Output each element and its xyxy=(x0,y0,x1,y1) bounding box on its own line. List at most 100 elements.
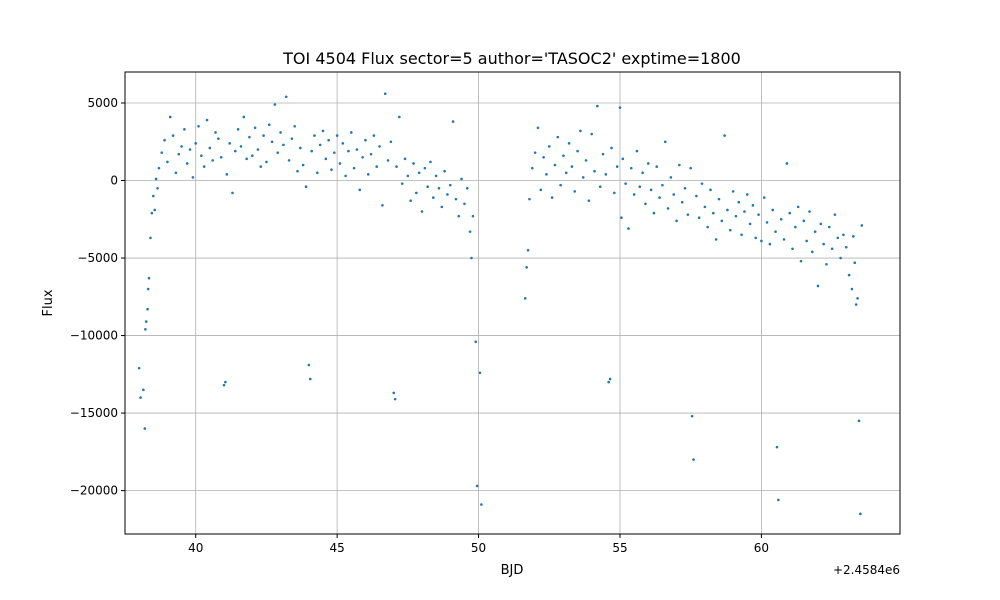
plot-frame xyxy=(124,71,901,535)
data-point xyxy=(638,185,642,189)
data-point xyxy=(655,165,659,168)
data-point xyxy=(318,143,322,147)
data-point xyxy=(338,162,342,165)
data-point xyxy=(550,196,554,199)
data-point xyxy=(463,202,466,206)
data-point xyxy=(183,128,186,131)
data-point xyxy=(443,169,446,173)
data-point xyxy=(144,328,147,331)
data-point xyxy=(751,204,755,207)
x-axis-offset-label: +2.4584e6 xyxy=(833,563,900,577)
data-point xyxy=(757,213,760,216)
data-point xyxy=(191,176,195,179)
data-point xyxy=(202,165,206,168)
data-point xyxy=(712,211,715,215)
data-point xyxy=(349,131,353,134)
data-point xyxy=(293,124,297,128)
x-tick-label: 50 xyxy=(471,541,486,555)
data-point xyxy=(142,388,145,392)
data-point xyxy=(423,166,427,170)
data-point xyxy=(457,214,461,218)
data-point xyxy=(276,151,280,154)
data-point xyxy=(740,233,743,237)
y-tick-label: −5000 xyxy=(77,251,118,265)
data-point xyxy=(762,196,766,199)
data-point xyxy=(214,131,217,134)
data-point xyxy=(584,159,588,162)
data-point xyxy=(225,173,229,176)
data-point xyxy=(844,245,848,249)
data-point xyxy=(185,162,189,165)
data-point xyxy=(454,197,458,201)
data-point xyxy=(805,239,808,243)
data-point xyxy=(434,174,438,178)
data-point xyxy=(590,132,593,136)
data-point xyxy=(347,149,350,153)
data-point xyxy=(250,154,254,158)
data-point xyxy=(253,126,257,130)
data-point xyxy=(147,276,151,280)
data-point xyxy=(745,193,749,196)
data-point xyxy=(604,173,608,176)
data-point xyxy=(151,194,155,198)
data-point xyxy=(547,145,551,148)
data-point xyxy=(808,210,811,213)
data-point xyxy=(601,152,605,156)
data-point xyxy=(474,340,478,344)
data-point xyxy=(301,163,305,167)
data-point xyxy=(290,137,294,140)
data-point xyxy=(672,193,676,196)
data-point xyxy=(157,166,161,170)
data-point xyxy=(695,194,698,198)
data-point xyxy=(369,152,373,156)
data-point xyxy=(355,148,359,151)
data-point xyxy=(470,256,473,260)
data-point xyxy=(282,143,285,147)
data-point xyxy=(228,142,231,145)
data-point xyxy=(137,366,141,370)
data-point xyxy=(825,262,828,266)
data-point xyxy=(539,188,543,192)
data-point xyxy=(299,146,302,150)
data-point xyxy=(652,211,656,215)
y-tick-label: 0 xyxy=(110,174,118,188)
data-point xyxy=(429,160,432,164)
data-point xyxy=(475,484,479,488)
data-point xyxy=(777,498,780,502)
data-point xyxy=(728,228,732,232)
data-point xyxy=(853,261,857,264)
data-point xyxy=(627,227,630,230)
data-point xyxy=(327,138,330,142)
data-point xyxy=(564,171,568,175)
data-point xyxy=(692,458,695,461)
data-point xyxy=(860,224,864,227)
data-point xyxy=(553,163,557,167)
data-point xyxy=(409,199,412,202)
data-point xyxy=(779,217,783,221)
data-point xyxy=(731,190,735,193)
data-point xyxy=(576,149,579,153)
data-point xyxy=(709,188,712,192)
y-tick-label: 5000 xyxy=(87,96,118,110)
data-point xyxy=(279,131,282,134)
data-point xyxy=(386,159,390,162)
data-point xyxy=(352,166,356,170)
data-point xyxy=(596,104,599,108)
data-point xyxy=(163,138,166,142)
data-point xyxy=(850,287,854,291)
data-point xyxy=(400,182,404,185)
data-point xyxy=(775,445,779,449)
data-point xyxy=(573,190,577,193)
data-point xyxy=(200,154,203,158)
data-point xyxy=(304,185,308,189)
y-tick-label: −10000 xyxy=(70,329,118,343)
data-point xyxy=(150,211,154,215)
data-point xyxy=(310,149,313,153)
y-ticks: 5000 0 −5000 −10000 −15000 −20000 xyxy=(70,96,125,498)
data-point xyxy=(308,377,312,381)
data-point xyxy=(364,138,367,142)
data-point xyxy=(393,397,397,401)
data-point xyxy=(460,177,463,181)
data-point xyxy=(432,196,435,199)
